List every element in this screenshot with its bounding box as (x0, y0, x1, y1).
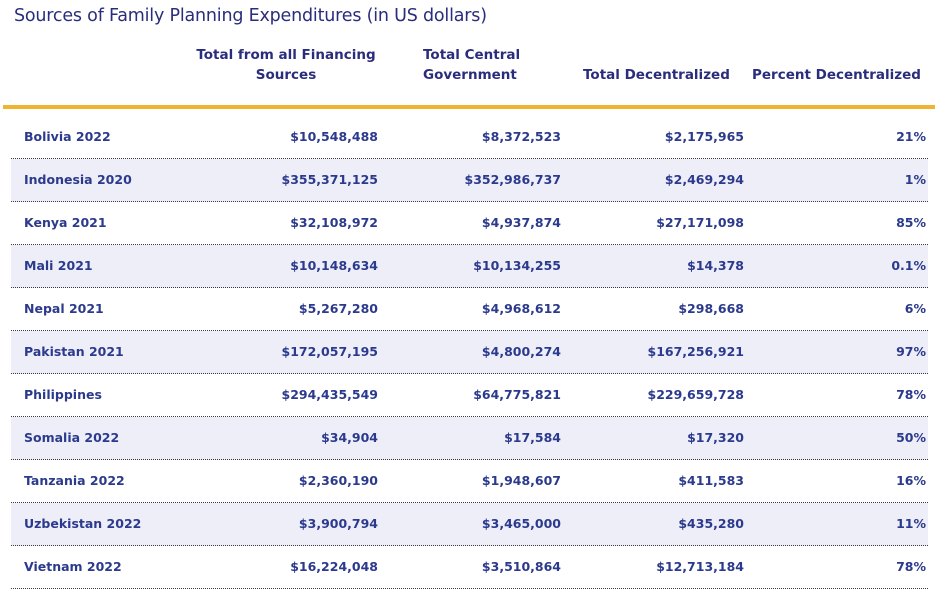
cell-country: Mali 2021 (24, 258, 93, 273)
cell-country: Uzbekistan 2022 (24, 516, 142, 531)
cell-country: Nepal 2021 (24, 301, 104, 316)
cell-country: Bolivia 2022 (24, 129, 111, 144)
cell-total-financing: $34,904 (321, 430, 378, 445)
cell-central-government: $4,800,274 (481, 344, 561, 359)
cell-country: Vietnam 2022 (24, 559, 122, 574)
cell-total-decentralized: $435,280 (678, 516, 744, 531)
cell-percent-decentralized: 16% (896, 473, 926, 488)
cell-central-government: $17,584 (504, 430, 561, 445)
cell-total-decentralized: $2,469,294 (664, 172, 744, 187)
cell-central-government: $4,937,874 (481, 215, 561, 230)
table-header: Total from all Financing Sources Total C… (0, 44, 940, 104)
cell-central-government: $3,465,000 (481, 516, 561, 531)
cell-percent-decentralized: 1% (904, 172, 926, 187)
cell-total-financing: $5,267,280 (298, 301, 378, 316)
cell-total-decentralized: $17,320 (687, 430, 744, 445)
cell-total-decentralized: $167,256,921 (647, 344, 744, 359)
cell-country: Tanzania 2022 (24, 473, 125, 488)
cell-total-decentralized: $14,378 (687, 258, 744, 273)
cell-country: Philippines (24, 387, 102, 402)
cell-percent-decentralized: 97% (896, 344, 926, 359)
cell-percent-decentralized: 78% (896, 559, 926, 574)
cell-total-decentralized: $298,668 (678, 301, 744, 316)
cell-total-financing: $16,224,048 (290, 559, 378, 574)
cell-total-financing: $10,148,634 (290, 258, 378, 273)
cell-central-government: $352,986,737 (464, 172, 561, 187)
cell-percent-decentralized: 0.1% (891, 258, 926, 273)
cell-percent-decentralized: 85% (896, 215, 926, 230)
cell-percent-decentralized: 78% (896, 387, 926, 402)
table-row: Philippines $294,435,549 $64,775,821 $229,6… (11, 374, 928, 417)
cell-total-financing: $355,371,125 (281, 172, 378, 187)
header-divider (3, 105, 935, 109)
cell-central-government: $8,372,523 (481, 129, 561, 144)
table-title: Sources of Family Planning Expenditures … (14, 6, 487, 26)
cell-central-government: $10,134,255 (473, 258, 561, 273)
table-row: Pakistan 2021 $172,057,195 $4,800,274 $167,… (11, 331, 928, 374)
cell-country: Kenya 2021 (24, 215, 107, 230)
header-total-decentralized: Total Decentralized (583, 67, 730, 83)
cell-percent-decentralized: 50% (896, 430, 926, 445)
cell-percent-decentralized: 21% (896, 129, 926, 144)
cell-total-financing: $294,435,549 (281, 387, 378, 402)
cell-percent-decentralized: 11% (896, 516, 926, 531)
cell-percent-decentralized: 6% (904, 301, 926, 316)
cell-central-government: $1,948,607 (481, 473, 561, 488)
table-body: Bolivia 2022 $10,548,488 $8,372,523 $2,175,… (11, 116, 928, 589)
table-row: Kenya 2021 $32,108,972 $4,937,874 $27,171,0… (11, 202, 928, 245)
cell-central-government: $4,968,612 (481, 301, 561, 316)
cell-total-financing: $3,900,794 (298, 516, 378, 531)
cell-total-decentralized: $2,175,965 (664, 129, 744, 144)
header-percent-decentralized: Percent Decentralized (752, 67, 921, 83)
table-row: Somalia 2022 $34,904 $17,584 $17,320 50% (11, 417, 928, 460)
table-row: Nepal 2021 $5,267,280 $4,968,612 $298,668 6% (11, 288, 928, 331)
cell-total-decentralized: $27,171,098 (656, 215, 744, 230)
table-row: Indonesia 2020 $355,371,125 $352,986,737 $2… (11, 159, 928, 202)
cell-country: Pakistan 2021 (24, 344, 124, 359)
header-central-government: Total Central Government (423, 47, 521, 83)
table-row: Uzbekistan 2022 $3,900,794 $3,465,000 $435,… (11, 503, 928, 546)
table-row: Bolivia 2022 $10,548,488 $8,372,523 $2,175,… (11, 116, 928, 159)
table-row: Tanzania 2022 $2,360,190 $1,948,607 $411,58… (11, 460, 928, 503)
cell-total-decentralized: $229,659,728 (647, 387, 744, 402)
cell-total-financing: $10,548,488 (290, 129, 378, 144)
cell-central-government: $64,775,821 (473, 387, 561, 402)
cell-total-financing: $32,108,972 (290, 215, 378, 230)
cell-total-decentralized: $12,713,184 (656, 559, 744, 574)
cell-country: Somalia 2022 (24, 430, 120, 445)
cell-central-government: $3,510,864 (481, 559, 561, 574)
cell-total-financing: $172,057,195 (281, 344, 378, 359)
table-row: Mali 2021 $10,148,634 $10,134,255 $14,378 0.… (11, 245, 928, 288)
header-total-financing: Total from all Financing Sources (196, 47, 376, 83)
cell-total-financing: $2,360,190 (298, 473, 378, 488)
cell-country: Indonesia 2020 (24, 172, 132, 187)
table-row: Vietnam 2022 $16,224,048 $3,510,864 $12,713… (11, 546, 928, 589)
cell-total-decentralized: $411,583 (678, 473, 744, 488)
